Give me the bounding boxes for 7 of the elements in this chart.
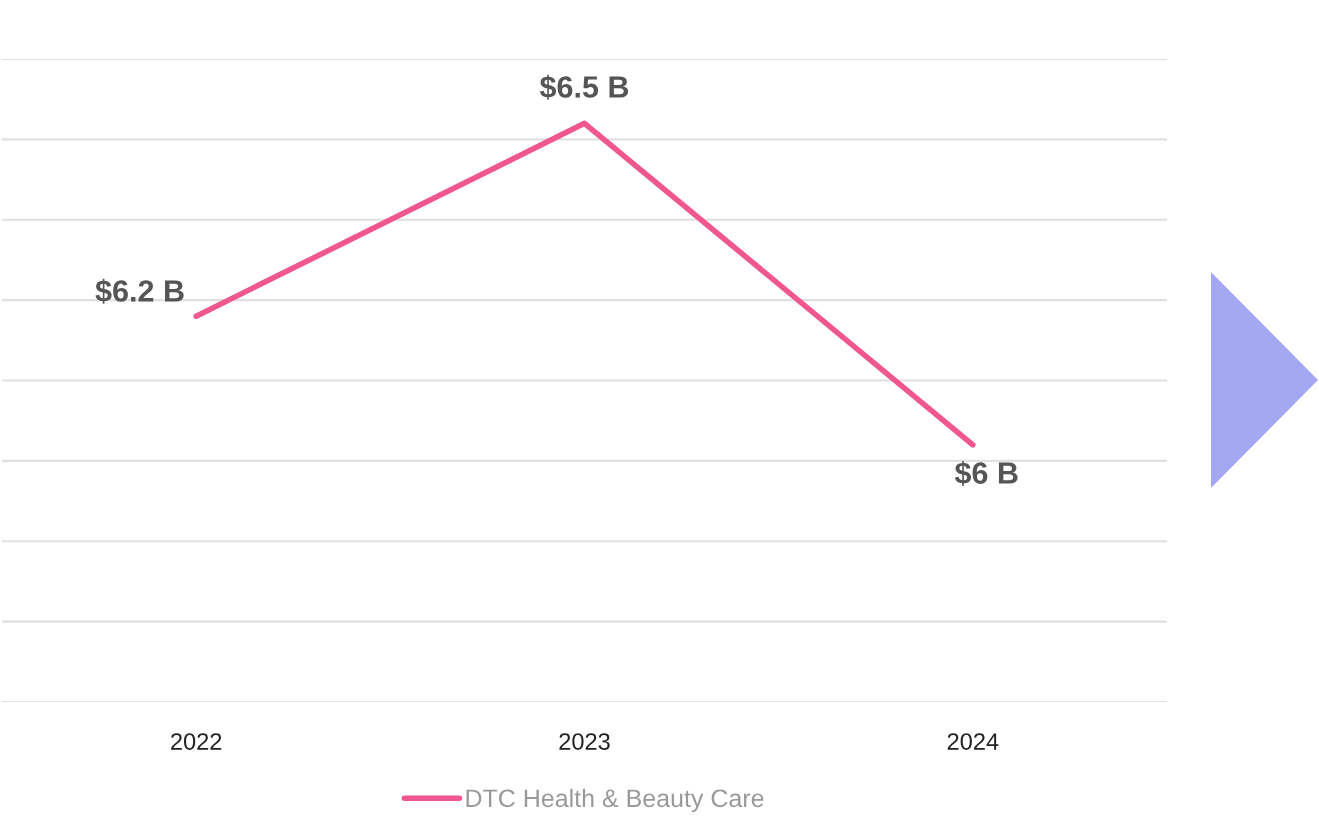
x-tick-label: 2023 <box>559 733 610 750</box>
data-label: $6.2 B <box>95 278 184 304</box>
x-tick-label: 2022 <box>171 733 222 750</box>
legend-label: DTC Health & Beauty Care <box>466 788 764 813</box>
data-label: $6.5 B <box>539 74 629 100</box>
x-tick-label: 2024 <box>947 733 999 750</box>
data-label: $6 B <box>954 460 1018 486</box>
